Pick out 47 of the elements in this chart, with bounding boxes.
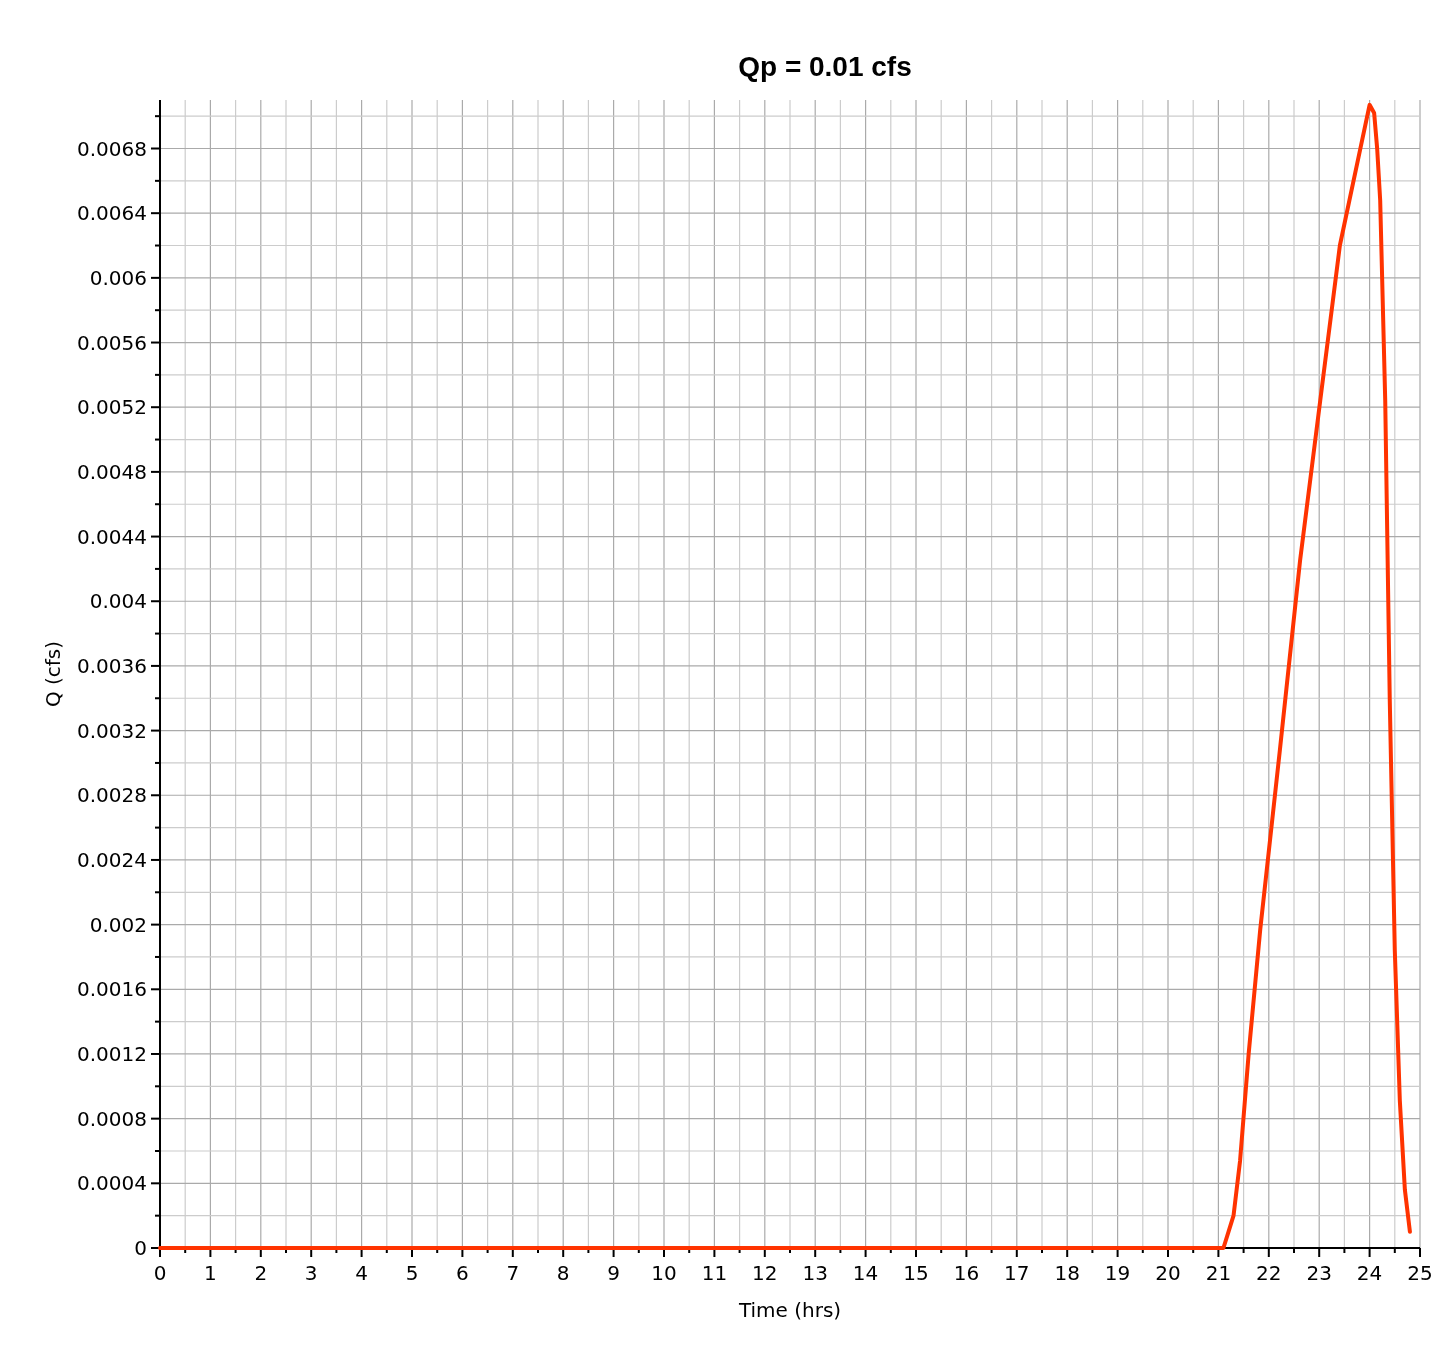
x-tick-label: 8 bbox=[556, 1261, 570, 1285]
x-tick-label: 10 bbox=[651, 1261, 677, 1285]
x-tick-label: 20 bbox=[1155, 1261, 1181, 1285]
y-tick-label: 0.0008 bbox=[77, 1106, 147, 1131]
y-tick-label: 0.0024 bbox=[77, 847, 147, 872]
y-tick-label: 0.0056 bbox=[77, 330, 147, 355]
y-tick-label: 0.002 bbox=[89, 912, 147, 937]
x-tick-label: 21 bbox=[1205, 1261, 1232, 1285]
y-tick-label: 0.0064 bbox=[77, 201, 147, 226]
x-tick-label: 2 bbox=[254, 1261, 268, 1285]
x-tick-label: 5 bbox=[405, 1261, 419, 1285]
x-tick-label: 22 bbox=[1256, 1261, 1282, 1285]
y-tick-label: 0.004 bbox=[89, 589, 147, 614]
x-tick-label: 16 bbox=[953, 1261, 980, 1285]
y-tick-label: 0.0052 bbox=[77, 395, 147, 420]
x-tick-label: 18 bbox=[1054, 1261, 1080, 1285]
x-tick-label: 23 bbox=[1306, 1261, 1332, 1285]
y-tick-label: 0.0004 bbox=[77, 1171, 147, 1196]
y-tick-label: 0.0012 bbox=[77, 1041, 147, 1066]
y-tick-label: 0.0036 bbox=[77, 653, 147, 678]
x-tick-label: 15 bbox=[903, 1261, 929, 1285]
y-tick-label: 0.006 bbox=[89, 265, 147, 290]
y-tick-label: 0.0016 bbox=[77, 977, 147, 1002]
x-tick-label: 7 bbox=[506, 1261, 520, 1285]
x-tick-label: 6 bbox=[456, 1261, 469, 1285]
x-tick-label: 1 bbox=[204, 1261, 217, 1285]
y-tick-label: 0.0032 bbox=[77, 718, 147, 743]
x-tick-label: 12 bbox=[752, 1261, 778, 1285]
x-tick-label: 17 bbox=[1004, 1261, 1030, 1285]
chart-title: Qp = 0.01 cfs bbox=[738, 51, 912, 82]
y-tick-label: 0.0048 bbox=[77, 459, 147, 484]
y-tick-label: 0.0044 bbox=[77, 524, 147, 549]
x-tick-label: 3 bbox=[304, 1261, 318, 1285]
x-tick-label: 4 bbox=[355, 1261, 368, 1285]
y-tick-label: 0.0028 bbox=[77, 783, 147, 808]
x-axis-title: Time (hrs) bbox=[737, 1298, 842, 1322]
y-tick-label: 0.0068 bbox=[77, 136, 147, 161]
x-tick-label: 25 bbox=[1407, 1261, 1433, 1285]
x-tick-label: 13 bbox=[802, 1261, 828, 1285]
x-tick-label: 0 bbox=[153, 1261, 167, 1285]
x-tick-label: 19 bbox=[1104, 1261, 1131, 1285]
x-tick-label: 11 bbox=[701, 1261, 728, 1285]
x-tick-label: 24 bbox=[1356, 1261, 1383, 1285]
y-axis-title: Q (cfs) bbox=[41, 640, 65, 708]
x-tick-label: 9 bbox=[607, 1261, 620, 1285]
y-tick-label: 0 bbox=[134, 1236, 147, 1260]
x-tick-label: 14 bbox=[852, 1261, 879, 1285]
